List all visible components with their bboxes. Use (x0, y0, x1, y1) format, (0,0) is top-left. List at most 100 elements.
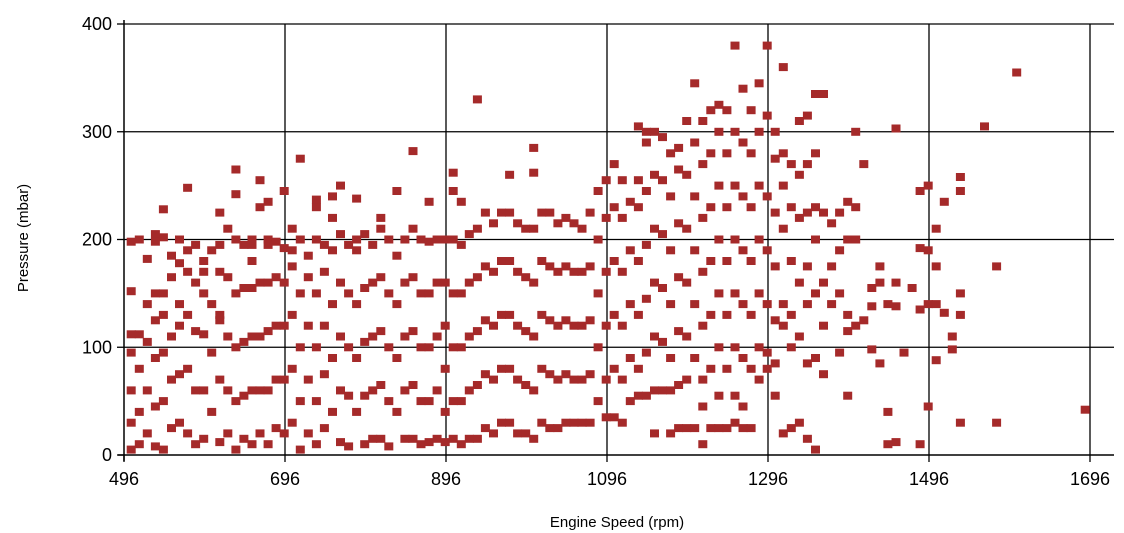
data-point (730, 391, 740, 400)
data-point (392, 407, 402, 416)
data-point (416, 289, 426, 298)
data-point (698, 321, 708, 330)
data-point (271, 375, 281, 384)
data-point (923, 246, 933, 255)
data-point (650, 170, 659, 179)
data-point (158, 397, 168, 406)
data-point (497, 208, 506, 217)
data-point (617, 418, 627, 427)
data-point (794, 278, 804, 287)
data-point (384, 289, 394, 298)
data-point (682, 278, 692, 287)
data-point (392, 251, 402, 260)
data-point (601, 375, 611, 384)
data-point (167, 332, 176, 341)
data-point (690, 138, 700, 147)
data-point (311, 440, 321, 449)
data-point (609, 413, 619, 422)
data-point (480, 316, 490, 325)
data-point (134, 330, 144, 339)
data-point (360, 230, 370, 239)
data-point (553, 321, 563, 330)
data-point (641, 187, 651, 195)
data-point (738, 138, 748, 147)
data-point (585, 316, 595, 325)
data-point (851, 235, 861, 244)
data-point (537, 364, 547, 373)
data-point (255, 429, 265, 438)
data-point (175, 321, 184, 330)
data-point (915, 187, 925, 195)
data-point (867, 302, 877, 311)
data-point (400, 434, 410, 443)
data-point (786, 160, 796, 169)
data-point (625, 354, 635, 362)
data-point (295, 154, 305, 163)
data-point (255, 386, 265, 395)
data-point (319, 424, 329, 433)
data-point (416, 440, 426, 449)
data-point (408, 327, 418, 336)
data-point (601, 321, 611, 330)
data-point (287, 262, 297, 271)
data-point (158, 233, 168, 242)
data-point (328, 246, 337, 255)
data-point (778, 181, 788, 190)
data-point (142, 254, 152, 263)
data-point (464, 332, 474, 341)
data-point (545, 370, 555, 379)
data-point (215, 267, 225, 276)
data-point (650, 224, 659, 233)
x-axis-title: Engine Speed (rpm) (550, 514, 684, 531)
data-point (239, 337, 249, 346)
data-point (529, 434, 539, 443)
data-point (191, 278, 201, 287)
data-point (175, 235, 184, 244)
data-point (674, 219, 684, 228)
data-point (585, 262, 595, 271)
data-point (521, 429, 531, 438)
data-point (666, 386, 676, 395)
data-point (633, 391, 643, 400)
data-point (167, 251, 176, 260)
data-point (408, 381, 418, 389)
data-point (150, 230, 160, 239)
data-point (625, 300, 635, 309)
data-point (545, 424, 555, 433)
y-tick-label: 0 (102, 445, 112, 465)
data-point (738, 246, 748, 255)
data-point (738, 354, 748, 362)
data-point (489, 267, 498, 276)
data-point (939, 308, 949, 317)
data-point (561, 213, 571, 222)
data-point (529, 168, 539, 177)
data-point (923, 300, 933, 309)
data-point (384, 235, 394, 244)
data-point (770, 359, 780, 368)
data-point (537, 257, 547, 265)
data-point (811, 203, 820, 212)
data-point (778, 224, 788, 233)
data-point (199, 434, 209, 443)
data-point (746, 149, 756, 158)
data-point (199, 267, 209, 276)
data-point (593, 397, 603, 406)
data-point (931, 224, 941, 233)
data-point (303, 429, 313, 438)
data-point (730, 41, 740, 50)
data-point (714, 343, 724, 352)
data-point (714, 100, 724, 109)
data-point (569, 321, 579, 330)
data-point (778, 149, 788, 158)
data-point (843, 310, 853, 319)
data-point (295, 397, 305, 406)
data-point (883, 300, 893, 309)
data-point (802, 160, 812, 169)
data-point (819, 321, 828, 330)
data-point (223, 332, 233, 341)
data-point (150, 289, 160, 298)
data-point (231, 397, 241, 406)
data-point (432, 386, 442, 395)
data-point (480, 370, 490, 379)
data-point (287, 364, 297, 373)
